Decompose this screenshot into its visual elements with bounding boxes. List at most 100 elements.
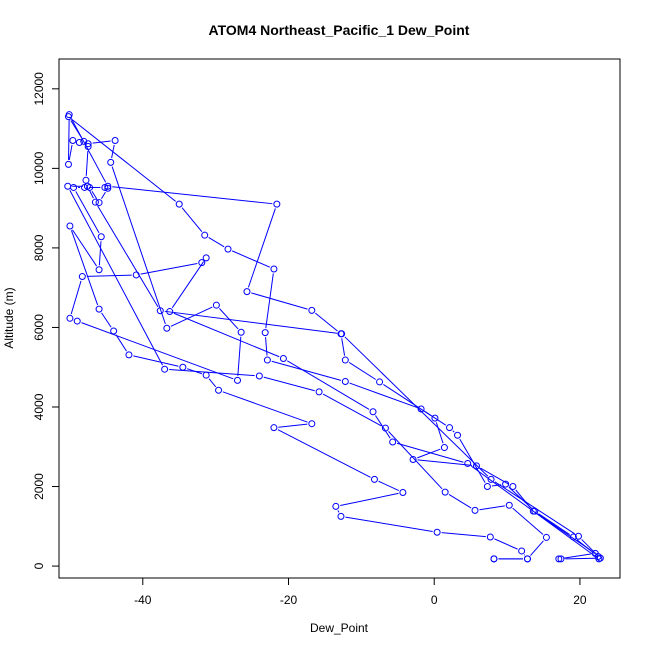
data-point — [95, 199, 103, 207]
data-point — [273, 200, 281, 208]
data-point — [97, 233, 105, 241]
data-point — [224, 245, 232, 253]
series-segment — [81, 322, 234, 380]
data-point — [75, 139, 83, 147]
data-point — [202, 254, 210, 262]
series-segment — [208, 378, 217, 388]
series-segment — [265, 273, 274, 329]
series-segment — [471, 465, 596, 557]
series-segment — [271, 360, 342, 381]
x-axis: -40 -20 0 20 — [134, 577, 587, 607]
y-tick-label: 0 — [32, 562, 46, 569]
x-tick-label: 20 — [573, 593, 587, 607]
data-point — [308, 306, 316, 314]
data-point — [261, 329, 269, 337]
series-segment — [448, 494, 472, 509]
series-segment — [100, 191, 106, 199]
data-point — [64, 160, 72, 168]
data-point — [270, 424, 278, 432]
data-point — [255, 372, 263, 380]
x-axis-label: Dew_Point — [310, 621, 369, 635]
series-segment — [337, 510, 340, 513]
series-segment — [538, 513, 570, 535]
data-point — [212, 301, 220, 309]
data-point — [417, 405, 425, 413]
series-segment — [173, 312, 280, 358]
data-point — [83, 182, 91, 190]
data-point — [596, 554, 604, 562]
data-point — [431, 414, 439, 422]
series-segment — [70, 230, 99, 306]
data-point — [338, 330, 346, 338]
data-point — [464, 459, 472, 467]
data-point — [84, 142, 92, 150]
series-segment — [441, 532, 486, 538]
data-point — [66, 314, 74, 322]
series-segment — [277, 429, 371, 478]
data-point — [132, 271, 140, 279]
series-segment — [340, 492, 399, 506]
data-point — [332, 502, 340, 510]
data-point — [341, 378, 349, 386]
series-segment — [219, 308, 239, 330]
data-point — [308, 420, 316, 428]
series-segment — [75, 191, 100, 234]
series-segment — [68, 144, 73, 161]
series-segment — [72, 229, 97, 267]
data-point — [82, 176, 90, 184]
y-tick-label: 8000 — [32, 234, 46, 261]
data-point — [78, 273, 86, 281]
series-segment — [111, 166, 166, 325]
data-point — [107, 158, 115, 166]
y-axis-label: Altitude (m) — [2, 287, 16, 348]
series-segment — [69, 190, 163, 366]
series-segment — [70, 118, 107, 183]
series-segment — [388, 431, 443, 490]
series-segment — [115, 334, 127, 352]
series-segment — [91, 191, 98, 200]
data-point — [243, 288, 251, 296]
x-tick-label: -40 — [134, 593, 152, 607]
data-point — [175, 200, 183, 208]
series-segment — [263, 376, 315, 392]
data-point — [315, 388, 323, 396]
series-segment — [536, 513, 592, 552]
data-point — [471, 506, 479, 514]
data-point — [529, 507, 537, 515]
data-point — [509, 483, 517, 491]
x-tick-label: -20 — [280, 593, 298, 607]
series-segment — [479, 505, 505, 511]
series-segment — [208, 237, 225, 248]
data-point — [66, 222, 74, 230]
series-segment — [315, 312, 338, 332]
series-segment — [140, 262, 198, 275]
data-point — [91, 198, 99, 206]
data-point — [201, 231, 209, 239]
data-point — [163, 324, 171, 332]
data-point — [399, 488, 407, 496]
series-segment — [322, 393, 382, 427]
y-axis: 0 2000 4000 6000 8000 10000 12000 — [32, 72, 60, 569]
data-point — [591, 549, 599, 557]
data-point — [166, 308, 174, 316]
y-tick-label: 12000 — [32, 72, 46, 106]
series-segment — [101, 312, 112, 328]
data-point — [454, 431, 462, 439]
data-point — [389, 438, 397, 446]
y-tick-label: 2000 — [32, 473, 46, 500]
data-point — [234, 376, 241, 384]
x-tick-label: 0 — [431, 593, 438, 607]
series-segment — [452, 430, 455, 433]
series-segment — [383, 383, 432, 417]
series-segment — [111, 144, 115, 159]
data-point — [557, 555, 565, 563]
data-point — [270, 265, 278, 273]
data-point — [156, 307, 164, 315]
data-point — [409, 455, 417, 463]
data-point — [70, 183, 78, 191]
series-segment — [170, 306, 213, 327]
series-segment — [512, 507, 544, 535]
series-segment — [278, 423, 308, 428]
series-segment — [231, 250, 270, 268]
y-tick-label: 4000 — [32, 393, 46, 420]
